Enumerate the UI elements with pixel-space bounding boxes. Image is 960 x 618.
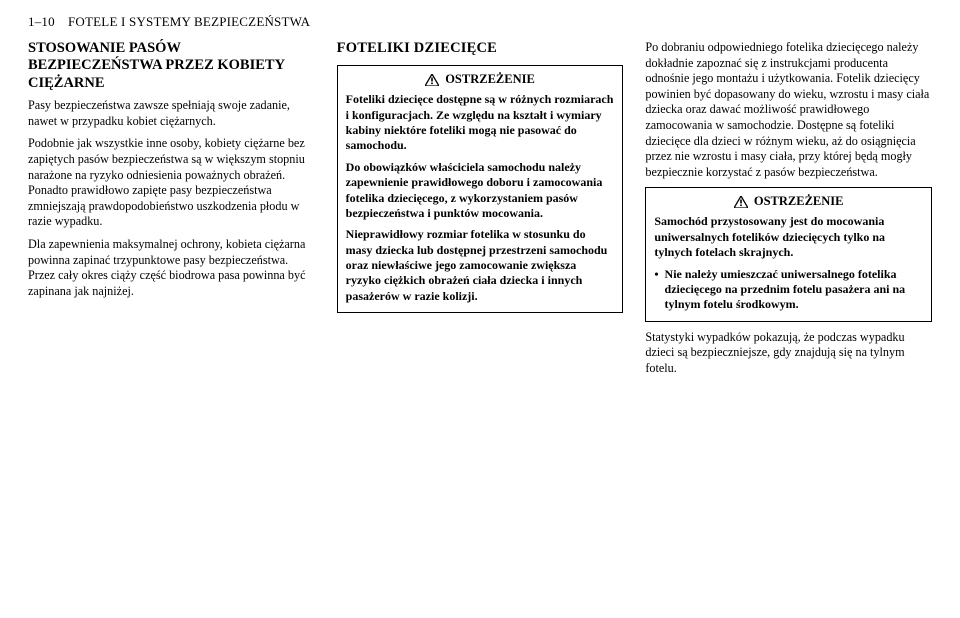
warning2-bullet: • Nie należy umieszczać uniwersalnego fo… xyxy=(654,267,923,313)
warning-box-child-seats: OSTRZEŻENIE Foteliki dziecięce dostępne … xyxy=(337,65,624,313)
section-title-pregnant: STOSOWANIE PASÓW BEZPIECZEŃSTWA PRZEZ KO… xyxy=(28,40,315,92)
col1-para-1: Pasy bezpieczeństwa zawsze spełniają swo… xyxy=(28,98,315,129)
section-title-child-seats: FOTELIKI DZIECIĘCE xyxy=(337,40,624,57)
warning-para-2: Do obowiązków właściciela samochodu nale… xyxy=(346,160,615,221)
warning-triangle-icon xyxy=(425,74,439,86)
warning-triangle-icon xyxy=(734,196,748,208)
warning-para-1: Foteliki dziecięce dostępne są w różnych… xyxy=(346,92,615,153)
warning-label: OSTRZEŻENIE xyxy=(445,72,535,87)
warning-label: OSTRZEŻENIE xyxy=(754,194,844,209)
col3-para-2: Statystyki wypadków pokazują, że podczas… xyxy=(645,330,932,377)
col1-para-3: Dla zapewnienia maksymalnej ochrony, kob… xyxy=(28,237,315,299)
warning2-para-1: Samochód przystosowany jest do mocowania… xyxy=(654,214,923,260)
col3-para-1: Po dobraniu odpowiedniego fotelika dziec… xyxy=(645,40,932,180)
warning-heading-2: OSTRZEŻENIE xyxy=(654,194,923,209)
warning-box-mounting: OSTRZEŻENIE Samochód przystosowany jest … xyxy=(645,187,932,321)
column-2: FOTELIKI DZIECIĘCE OSTRZEŻENIE Foteliki … xyxy=(337,40,624,383)
warning-heading: OSTRZEŻENIE xyxy=(346,72,615,87)
warning-para-3: Nieprawidłowy rozmiar fotelika w stosunk… xyxy=(346,227,615,304)
page-header: 1–10 FOTELE I SYSTEMY BEZPIECZEŃSTWA xyxy=(28,14,932,30)
page-columns: STOSOWANIE PASÓW BEZPIECZEŃSTWA PRZEZ KO… xyxy=(28,40,932,383)
warning2-bullet-text: Nie należy umieszczać uniwersalnego fote… xyxy=(665,267,923,313)
col1-para-2: Podobnie jak wszystkie inne osoby, kobie… xyxy=(28,136,315,230)
column-3: Po dobraniu odpowiedniego fotelika dziec… xyxy=(645,40,932,383)
column-1: STOSOWANIE PASÓW BEZPIECZEŃSTWA PRZEZ KO… xyxy=(28,40,315,383)
bullet-dot: • xyxy=(654,267,658,313)
